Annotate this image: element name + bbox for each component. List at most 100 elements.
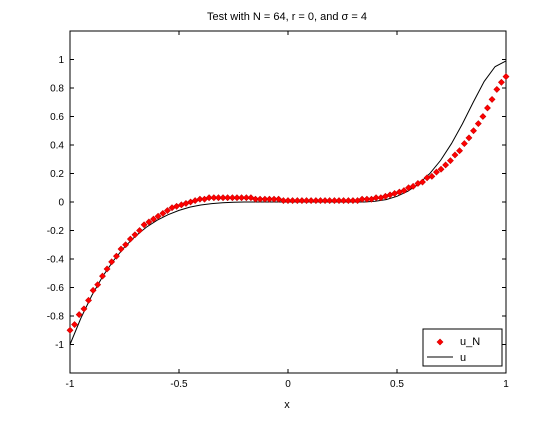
u_N-point (488, 95, 496, 103)
u_N-point (256, 195, 264, 203)
u_N-point (358, 195, 366, 203)
u_N-point (460, 140, 468, 147)
u_N-point (94, 281, 102, 289)
y-tick-label: -1 (55, 340, 64, 351)
u_N-point (85, 296, 92, 304)
x-axis-ticks: -1 -0.5 0 0.5 1 (66, 31, 509, 390)
u_N-point (99, 272, 106, 280)
u_N-point (284, 197, 292, 204)
u_N-point (103, 265, 111, 273)
chart-title: Test with N = 64, r = 0, and σ = 4 (207, 11, 367, 23)
x-tick-label: 1 (503, 379, 509, 390)
y-tick-label: -0.4 (47, 255, 65, 266)
u_N-point (252, 195, 259, 203)
x-tick-label: -0.5 (170, 379, 188, 390)
u_N-point (80, 305, 88, 313)
u_N-point (266, 195, 273, 203)
u_N-point (363, 195, 371, 203)
u_N-point (317, 197, 324, 204)
u_N-point (344, 197, 352, 204)
y-tick-label: -0.8 (47, 312, 65, 323)
u_N-point (242, 194, 250, 202)
u_N-point (437, 165, 445, 173)
x-axis-label: x (284, 399, 290, 411)
u_N-point (145, 218, 153, 226)
u_N-point (154, 212, 162, 220)
u_N-point (131, 231, 139, 239)
u_N-point (159, 209, 167, 217)
u_N-point (279, 197, 287, 204)
legend-marker-u_N (436, 338, 444, 346)
u_N-point (298, 197, 306, 204)
u_N-point (497, 78, 505, 86)
u_N-point (293, 197, 301, 204)
u_N-point (419, 178, 426, 186)
u_N-point (113, 252, 120, 260)
u_N-point (164, 207, 171, 214)
u_N-point (465, 134, 473, 142)
u_N-point (66, 326, 74, 334)
plot-area: -1 -0.5 0 0.5 1 -1 -0.8 -0.6 -0.4 -0.2 0 0.2 0.4 0.6… (47, 30, 510, 390)
u_N-point (122, 241, 130, 249)
u_N-point (126, 235, 134, 243)
u_N-point (307, 197, 315, 204)
u_N-point (312, 197, 320, 204)
u_N-point (228, 194, 236, 202)
u_N-point (484, 104, 491, 112)
legend-label-u_N: u_N (460, 336, 480, 348)
y-tick-label: 0.6 (50, 112, 64, 123)
u_N-point (210, 194, 218, 202)
y-tick-label: -0.2 (47, 226, 65, 237)
legend-label-u: u (460, 352, 466, 364)
u_N-point (215, 194, 222, 202)
u_N-point (219, 194, 227, 202)
u_N-point (428, 172, 436, 180)
u_N-point (470, 127, 477, 135)
u_N-point (442, 161, 450, 169)
legend: u_N u (422, 328, 503, 367)
x-tick-label: -1 (66, 379, 75, 390)
u_N-point (71, 321, 79, 328)
legend-box (422, 328, 503, 367)
u_N-point (205, 194, 213, 202)
u_N-point (456, 147, 463, 155)
u_N-point (409, 182, 417, 190)
y-tick-label: 1 (58, 55, 64, 66)
u_N-point (150, 215, 157, 223)
u_N-point (479, 113, 487, 120)
u_N-point (474, 120, 482, 128)
u_N-point (238, 194, 245, 202)
u_N-point (451, 151, 459, 159)
u_N-point (289, 197, 297, 204)
u_N-point (321, 197, 329, 204)
u_N-point (303, 197, 310, 204)
u_N-point (224, 194, 232, 202)
u_N-point (433, 168, 440, 176)
u_N-point (340, 197, 348, 204)
u_N-point (89, 286, 97, 294)
y-tick-label: 0 (58, 198, 64, 209)
y-tick-label: 0.2 (50, 169, 64, 180)
y-tick-label: 0.8 (50, 84, 64, 95)
u_N-point (326, 197, 334, 204)
u_N-point (117, 245, 125, 253)
u_N-point (349, 197, 357, 204)
u_N-point (270, 195, 278, 203)
u_N-point (493, 86, 501, 93)
x-tick-label: 0 (285, 379, 291, 390)
u_N-point (261, 195, 269, 203)
y-tick-label: 0.4 (50, 141, 64, 152)
x-tick-label: 0.5 (390, 379, 404, 390)
u_N-point (233, 194, 241, 202)
u_N-point (136, 227, 143, 234)
u_N-point (140, 221, 148, 229)
u_N-point (335, 197, 343, 204)
u_N-point (108, 258, 116, 266)
u_N-point (75, 311, 83, 318)
u_N-point (446, 157, 454, 165)
u_N-marker-series (66, 73, 510, 334)
y-axis-ticks: -1 -0.8 -0.6 -0.4 -0.2 0 0.2 0.4 0.6 0.8 1 (47, 55, 506, 351)
u_N-point (502, 73, 510, 81)
